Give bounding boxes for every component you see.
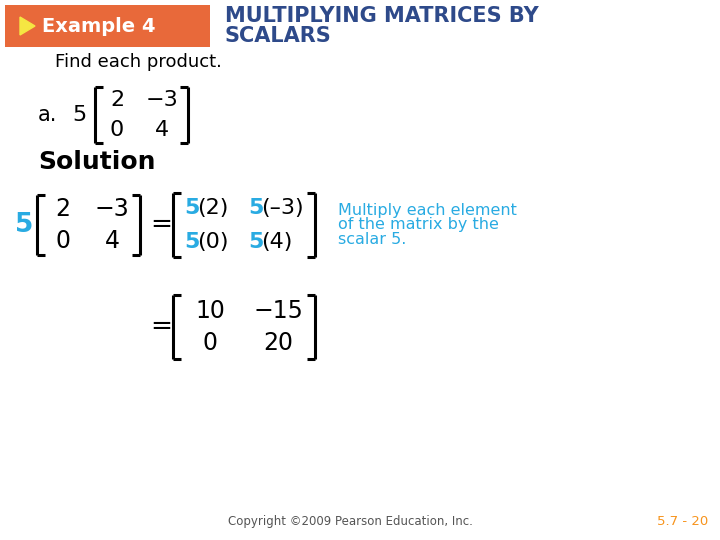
- Text: SCALARS: SCALARS: [225, 26, 332, 46]
- Text: 0: 0: [55, 229, 71, 253]
- Text: 4: 4: [104, 229, 120, 253]
- Text: =: =: [150, 314, 172, 340]
- Text: 0: 0: [110, 120, 124, 140]
- Text: −3: −3: [145, 90, 179, 110]
- Text: Example 4: Example 4: [42, 17, 156, 36]
- Text: 5: 5: [72, 105, 86, 125]
- Text: (2): (2): [197, 198, 228, 218]
- Text: 20: 20: [263, 331, 293, 355]
- Text: a.: a.: [38, 105, 58, 125]
- Text: 10: 10: [195, 299, 225, 323]
- Text: Multiply each element: Multiply each element: [338, 204, 517, 219]
- Text: −15: −15: [253, 299, 303, 323]
- Text: (–3): (–3): [261, 198, 304, 218]
- Text: Solution: Solution: [38, 150, 156, 174]
- Text: 5: 5: [184, 198, 199, 218]
- Text: 2: 2: [110, 90, 124, 110]
- Bar: [5, 5, 210, 47]
- Polygon shape: [20, 17, 35, 35]
- Text: 4: 4: [155, 120, 169, 140]
- Text: scalar 5.: scalar 5.: [338, 232, 406, 246]
- Text: Find each product.: Find each product.: [55, 53, 222, 71]
- Text: of the matrix by the: of the matrix by the: [338, 218, 499, 233]
- Text: 5: 5: [248, 198, 264, 218]
- Text: MULTIPLYING MATRICES BY: MULTIPLYING MATRICES BY: [225, 6, 539, 26]
- Text: −3: −3: [94, 197, 130, 221]
- Text: 5: 5: [15, 212, 33, 238]
- Text: (0): (0): [197, 232, 228, 252]
- Text: =: =: [150, 212, 172, 238]
- Text: 5.7 - 20: 5.7 - 20: [657, 515, 708, 528]
- Text: (4): (4): [261, 232, 292, 252]
- Text: 5: 5: [184, 232, 199, 252]
- Text: Copyright ©2009 Pearson Education, Inc.: Copyright ©2009 Pearson Education, Inc.: [228, 515, 472, 528]
- Text: 5: 5: [248, 232, 264, 252]
- Text: 2: 2: [55, 197, 71, 221]
- Text: 0: 0: [202, 331, 217, 355]
